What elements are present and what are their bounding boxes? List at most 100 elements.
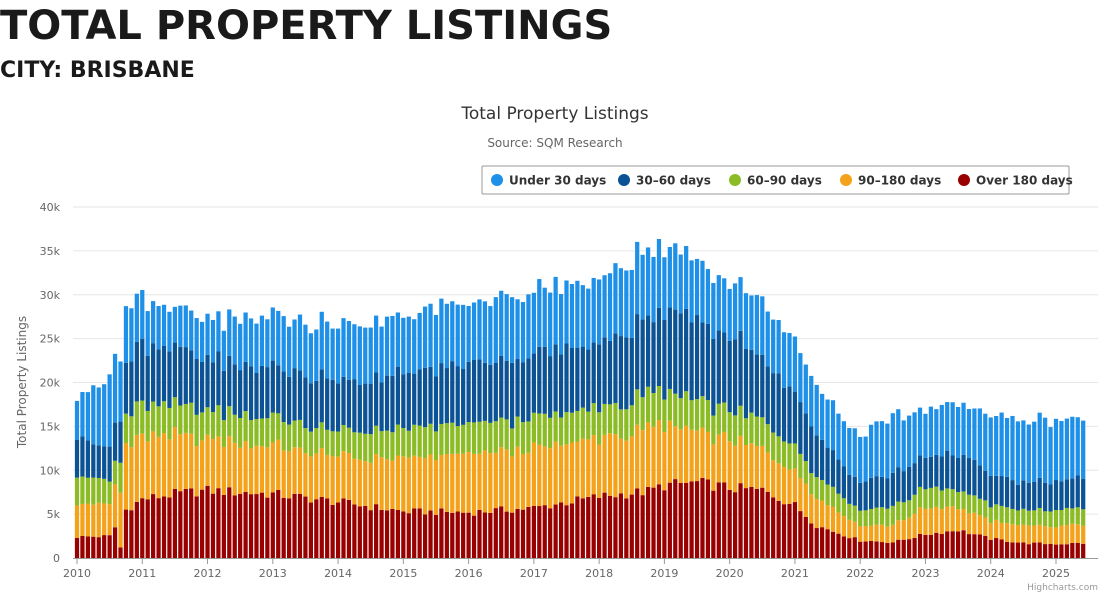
bar-stack[interactable] xyxy=(754,295,759,558)
bar-segment-d60-90[interactable] xyxy=(1053,509,1059,528)
bar-segment-d90-180[interactable] xyxy=(885,526,890,543)
bar-segment-d90-180[interactable] xyxy=(580,438,585,499)
bar-stack[interactable] xyxy=(341,318,346,558)
bar-segment-d90-180[interactable] xyxy=(645,422,651,487)
bar-stack[interactable] xyxy=(74,400,80,558)
bar-segment-d60-90[interactable] xyxy=(444,423,449,455)
bar-segment-d30-60[interactable] xyxy=(814,435,819,478)
bar-segment-d60-90[interactable] xyxy=(711,415,716,445)
bar-segment-d90-180[interactable] xyxy=(651,426,656,488)
bar-segment-over-180[interactable] xyxy=(874,541,879,558)
bar-segment-d60-90[interactable] xyxy=(374,425,379,455)
bar-segment-under-30[interactable] xyxy=(515,299,520,360)
bar-segment-d60-90[interactable] xyxy=(352,432,357,459)
bar-segment-d60-90[interactable] xyxy=(515,416,520,447)
bar-segment-d30-60[interactable] xyxy=(161,345,167,402)
bar-segment-d60-90[interactable] xyxy=(825,484,830,506)
bar-segment-d60-90[interactable] xyxy=(597,412,602,445)
bar-segment-over-180[interactable] xyxy=(346,499,352,558)
bar-stack[interactable] xyxy=(509,297,515,558)
bar-segment-d60-90[interactable] xyxy=(743,418,749,446)
bar-segment-over-180[interactable] xyxy=(537,506,542,558)
bar-segment-d90-180[interactable] xyxy=(602,434,607,493)
bar-segment-d90-180[interactable] xyxy=(537,444,542,507)
bar-segment-under-30[interactable] xyxy=(156,306,161,350)
bar-stack[interactable] xyxy=(493,297,498,558)
bar-segment-d60-90[interactable] xyxy=(841,498,846,517)
bar-segment-d90-180[interactable] xyxy=(167,439,172,498)
bar-segment-d90-180[interactable] xyxy=(221,446,226,495)
bar-segment-d30-60[interactable] xyxy=(526,358,531,422)
bar-stack[interactable] xyxy=(259,315,265,558)
bar-segment-d30-60[interactable] xyxy=(151,343,156,402)
bar-segment-d90-180[interactable] xyxy=(297,447,303,494)
bar-segment-d60-90[interactable] xyxy=(852,505,857,522)
bar-segment-d60-90[interactable] xyxy=(836,493,841,513)
bar-segment-d30-60[interactable] xyxy=(140,338,145,401)
bar-segment-d90-180[interactable] xyxy=(248,448,254,495)
bar-stack[interactable] xyxy=(847,427,852,558)
bar-segment-under-30[interactable] xyxy=(923,413,928,458)
bar-segment-over-180[interactable] xyxy=(102,535,107,558)
bar-segment-d90-180[interactable] xyxy=(955,509,961,532)
bar-segment-d60-90[interactable] xyxy=(885,508,890,527)
bar-segment-d90-180[interactable] xyxy=(542,446,547,506)
bar-segment-d30-60[interactable] xyxy=(928,456,934,488)
bar-segment-d90-180[interactable] xyxy=(395,455,401,510)
bar-segment-d30-60[interactable] xyxy=(972,459,977,496)
bar-segment-under-30[interactable] xyxy=(928,406,934,457)
bar-segment-d60-90[interactable] xyxy=(276,413,281,440)
bar-segment-d90-180[interactable] xyxy=(809,494,814,524)
bar-segment-over-180[interactable] xyxy=(716,482,721,558)
bar-segment-d60-90[interactable] xyxy=(287,424,292,452)
bar-segment-under-30[interactable] xyxy=(379,326,384,383)
bar-segment-over-180[interactable] xyxy=(977,534,982,558)
bar-segment-d90-180[interactable] xyxy=(325,454,330,499)
bar-segment-d30-60[interactable] xyxy=(558,354,564,418)
bar-segment-over-180[interactable] xyxy=(335,502,341,558)
bar-segment-over-180[interactable] xyxy=(107,535,112,558)
bar-segment-over-180[interactable] xyxy=(384,510,390,558)
bar-segment-over-180[interactable] xyxy=(662,490,667,558)
bar-segment-d60-90[interactable] xyxy=(1081,509,1086,526)
bar-segment-over-180[interactable] xyxy=(259,492,265,558)
bar-stack[interactable] xyxy=(254,323,259,558)
bar-segment-over-180[interactable] xyxy=(548,508,553,558)
bar-segment-over-180[interactable] xyxy=(189,488,194,558)
bar-segment-d60-90[interactable] xyxy=(607,404,613,434)
bar-stack[interactable] xyxy=(983,413,988,558)
bar-segment-under-30[interactable] xyxy=(569,284,575,348)
bar-segment-d90-180[interactable] xyxy=(983,517,988,536)
bar-segment-d90-180[interactable] xyxy=(357,459,362,507)
bar-segment-over-180[interactable] xyxy=(1075,542,1080,558)
bar-segment-d30-60[interactable] xyxy=(847,474,852,504)
bar-segment-over-180[interactable] xyxy=(1059,544,1064,558)
bar-segment-under-30[interactable] xyxy=(1021,420,1026,481)
bar-stack[interactable] xyxy=(651,256,656,558)
bar-segment-d30-60[interactable] xyxy=(379,382,384,432)
bar-stack[interactable] xyxy=(123,306,129,558)
bar-segment-over-180[interactable] xyxy=(504,511,509,558)
bar-stack[interactable] xyxy=(575,280,580,558)
bar-stack[interactable] xyxy=(896,409,901,558)
bar-segment-d30-60[interactable] xyxy=(210,362,216,413)
bar-segment-d90-180[interactable] xyxy=(488,453,493,513)
bar-segment-under-30[interactable] xyxy=(1048,427,1053,485)
bar-segment-d90-180[interactable] xyxy=(526,452,531,507)
bar-stack[interactable] xyxy=(151,301,156,558)
bar-segment-over-180[interactable] xyxy=(776,500,781,558)
bar-segment-under-30[interactable] xyxy=(662,257,667,320)
highcharts-credits[interactable]: Highcharts.com xyxy=(1027,583,1098,593)
bar-segment-d90-180[interactable] xyxy=(520,453,526,510)
bar-stack[interactable] xyxy=(210,319,216,558)
bar-segment-d30-60[interactable] xyxy=(1004,476,1010,508)
bar-segment-under-30[interactable] xyxy=(466,306,471,362)
bar-segment-d30-60[interactable] xyxy=(205,354,210,408)
bar-segment-under-30[interactable] xyxy=(667,247,672,308)
bar-segment-d90-180[interactable] xyxy=(461,453,466,513)
bar-segment-under-30[interactable] xyxy=(199,321,205,362)
bar-segment-d90-180[interactable] xyxy=(988,523,993,540)
bar-stack[interactable] xyxy=(923,413,928,558)
bar-segment-d60-90[interactable] xyxy=(961,491,966,510)
bar-segment-d30-60[interactable] xyxy=(705,323,711,401)
